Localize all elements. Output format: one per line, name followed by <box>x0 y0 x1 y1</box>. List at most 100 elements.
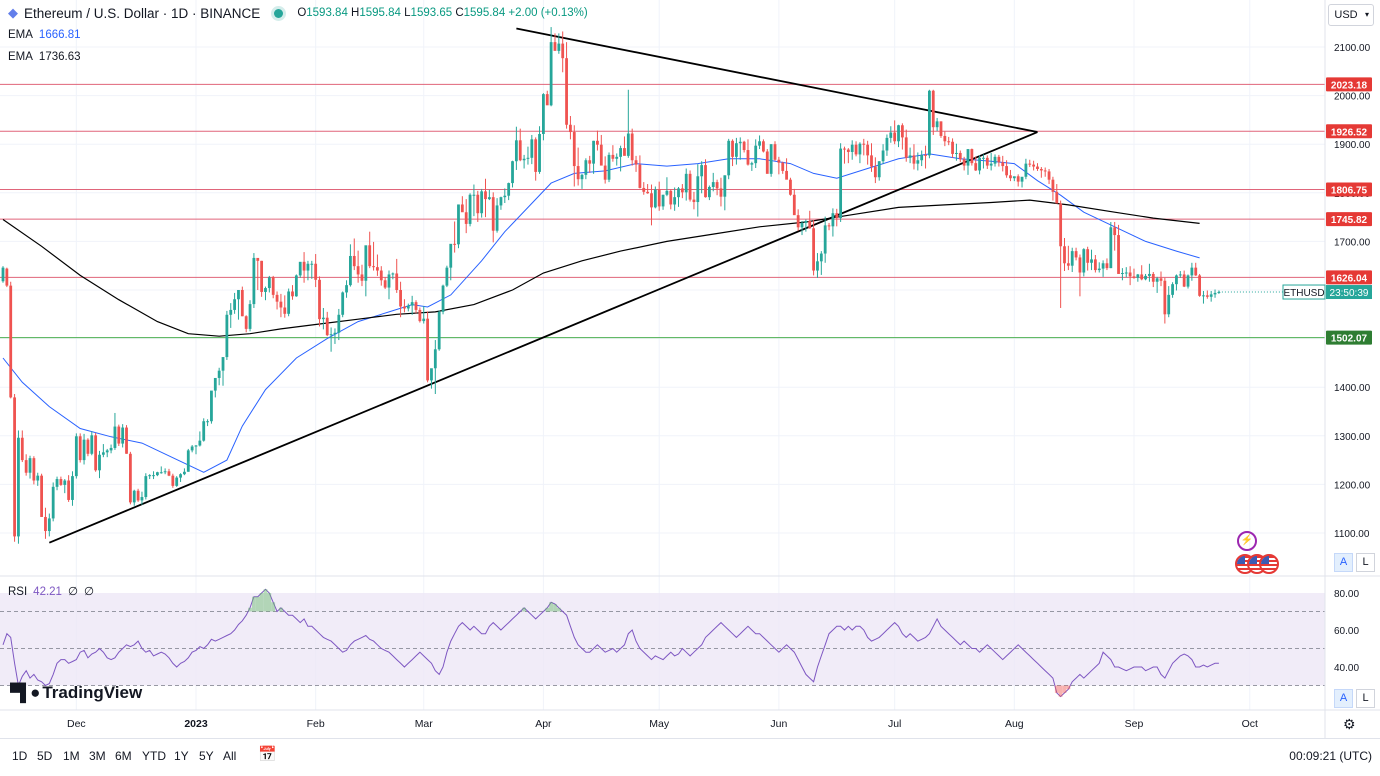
candle-body <box>819 253 823 262</box>
candle-body <box>1186 275 1190 287</box>
candle-body <box>534 139 538 172</box>
candle-body <box>468 194 472 224</box>
event-lightning-icon[interactable]: ⚡ <box>1237 531 1257 551</box>
economic-events-icon[interactable] <box>1235 554 1279 574</box>
candle-body <box>464 212 468 224</box>
candle-body <box>1016 176 1020 182</box>
timeframe-all[interactable]: All <box>223 749 237 763</box>
candle-body <box>723 175 727 197</box>
candle-body <box>1217 291 1221 293</box>
symbol-title[interactable]: Ethereum / U.S. Dollar · 1D · BINANCE <box>24 5 261 21</box>
currency-selector[interactable]: USD ▾ <box>1328 4 1374 26</box>
x-tick-label: 2023 <box>184 718 208 730</box>
candle-body <box>642 187 646 192</box>
ema-fast-legend[interactable]: EMA 1666.81 <box>8 29 81 41</box>
level-price-label: 2023.18 <box>1331 80 1368 91</box>
candle-body <box>190 446 194 451</box>
candle-body <box>792 194 796 216</box>
chart-canvas[interactable]: 2100.002000.001900.001800.001700.001600.… <box>0 0 1380 738</box>
candle-body <box>661 194 665 207</box>
candle-body <box>128 453 132 503</box>
candle-body <box>781 162 785 171</box>
timeframe-1y[interactable]: 1Y <box>174 749 189 763</box>
candle-body <box>125 427 128 454</box>
candle-body <box>298 261 302 276</box>
candle-body <box>32 458 36 481</box>
candle-body <box>518 140 522 161</box>
candle-body <box>1009 175 1012 179</box>
candle-body <box>1198 275 1201 296</box>
tradingview-logo: ▀▌● TradingView <box>10 683 143 702</box>
candle-body <box>665 190 669 195</box>
candle-body <box>1039 168 1043 171</box>
candle-body <box>908 155 912 158</box>
candle-body <box>410 302 414 306</box>
candle-body <box>109 447 113 451</box>
auto-scale-button[interactable]: A <box>1334 553 1353 572</box>
candle-body <box>935 121 939 128</box>
candle-body <box>623 148 626 156</box>
gear-icon[interactable]: ⚙ <box>1343 716 1356 732</box>
candle-body <box>1070 251 1074 266</box>
level-price-tag <box>1326 77 1372 92</box>
candle-body <box>101 452 105 455</box>
y-tick-label: 2100.00 <box>1334 43 1371 54</box>
candle-body <box>221 357 225 371</box>
chart-header: ◆ Ethereum / U.S. Dollar · 1D · BINANCE … <box>8 5 588 21</box>
date-range-icon[interactable]: 📅 <box>258 746 277 763</box>
candle-body <box>576 166 580 180</box>
candle-body <box>580 174 584 180</box>
candle-body <box>98 454 101 471</box>
candle-body <box>383 280 387 288</box>
chevron-down-icon: ▾ <box>1364 10 1369 19</box>
timeframe-6m[interactable]: 6M <box>115 749 132 763</box>
timeframe-5d[interactable]: 5D <box>37 749 53 763</box>
candle-body <box>966 149 970 166</box>
ethereum-icon: ◆ <box>8 5 18 20</box>
candle-body <box>557 43 561 51</box>
candle-body <box>275 294 279 302</box>
rsi-legend[interactable]: RSI 42.21 ∅ ∅ <box>8 586 95 598</box>
candle-body <box>379 270 383 281</box>
timeframe-1m[interactable]: 1M <box>63 749 80 763</box>
candle-body <box>1055 191 1059 204</box>
candle-body <box>769 144 773 174</box>
timeframe-ytd[interactable]: YTD <box>142 749 166 763</box>
candle-body <box>460 204 464 213</box>
candle-body <box>931 90 935 128</box>
candle-body <box>159 472 163 474</box>
candle-body <box>565 58 568 125</box>
rsi-log-scale-button[interactable]: L <box>1356 689 1375 708</box>
candle-body <box>514 140 518 162</box>
candle-body <box>472 194 476 196</box>
candle-body <box>785 170 788 180</box>
rsi-line <box>2 588 1219 698</box>
ema-slow-legend[interactable]: EMA 1736.63 <box>8 51 81 63</box>
candle-body <box>765 151 769 174</box>
candle-body <box>750 163 754 165</box>
candle-body <box>677 188 680 198</box>
candle-body <box>233 299 236 310</box>
candle-body <box>1155 278 1159 282</box>
utc-clock[interactable]: 00:09:21 (UTC) <box>1289 749 1372 763</box>
timeframe-1d[interactable]: 1D <box>12 749 28 763</box>
candle-body <box>1051 179 1055 192</box>
timeframe-3m[interactable]: 3M <box>89 749 106 763</box>
timeframe-5y[interactable]: 5Y <box>199 749 214 763</box>
rsi-auto-scale-button[interactable]: A <box>1334 689 1353 708</box>
candle-body <box>74 436 78 477</box>
candle-body <box>596 140 599 145</box>
candle-body <box>904 137 908 158</box>
y-tick-label: 1100.00 <box>1334 529 1370 540</box>
x-tick-label: Apr <box>535 718 552 730</box>
candle-body <box>1148 273 1151 276</box>
candle-body <box>132 490 136 503</box>
candle-body <box>762 141 765 152</box>
level-price-tag <box>1326 212 1372 227</box>
candle-body <box>839 148 843 219</box>
level-price-label: 1502.07 <box>1331 334 1368 345</box>
candle-body <box>260 260 264 292</box>
candle-body <box>264 288 267 292</box>
log-scale-button[interactable]: L <box>1356 553 1375 572</box>
candle-body <box>47 518 51 532</box>
